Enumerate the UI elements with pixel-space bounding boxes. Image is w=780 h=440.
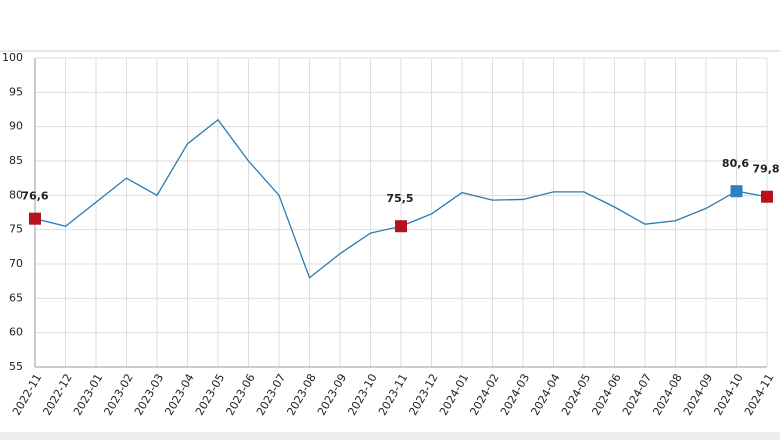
y-tick-label: 70 [9,257,23,270]
marker [29,212,41,225]
value-label: 75,5 [386,192,413,205]
y-tick-label: 75 [9,223,23,236]
y-tick-label: 55 [9,360,23,373]
y-tick-label: 90 [9,120,23,133]
bottom-band [0,432,780,440]
y-tick-label: 65 [9,291,23,304]
y-tick-label: 95 [9,85,23,98]
marker [730,185,743,198]
y-tick-label: 60 [9,326,23,339]
value-label: 79,8 [752,163,779,176]
value-label: 80,6 [722,157,749,170]
marker [761,190,773,203]
y-tick-label: 85 [9,154,23,167]
y-tick-label: 100 [2,51,23,64]
y-tick-label: 80 [9,188,23,201]
value-label: 76,6 [21,190,48,203]
marker [395,220,407,233]
